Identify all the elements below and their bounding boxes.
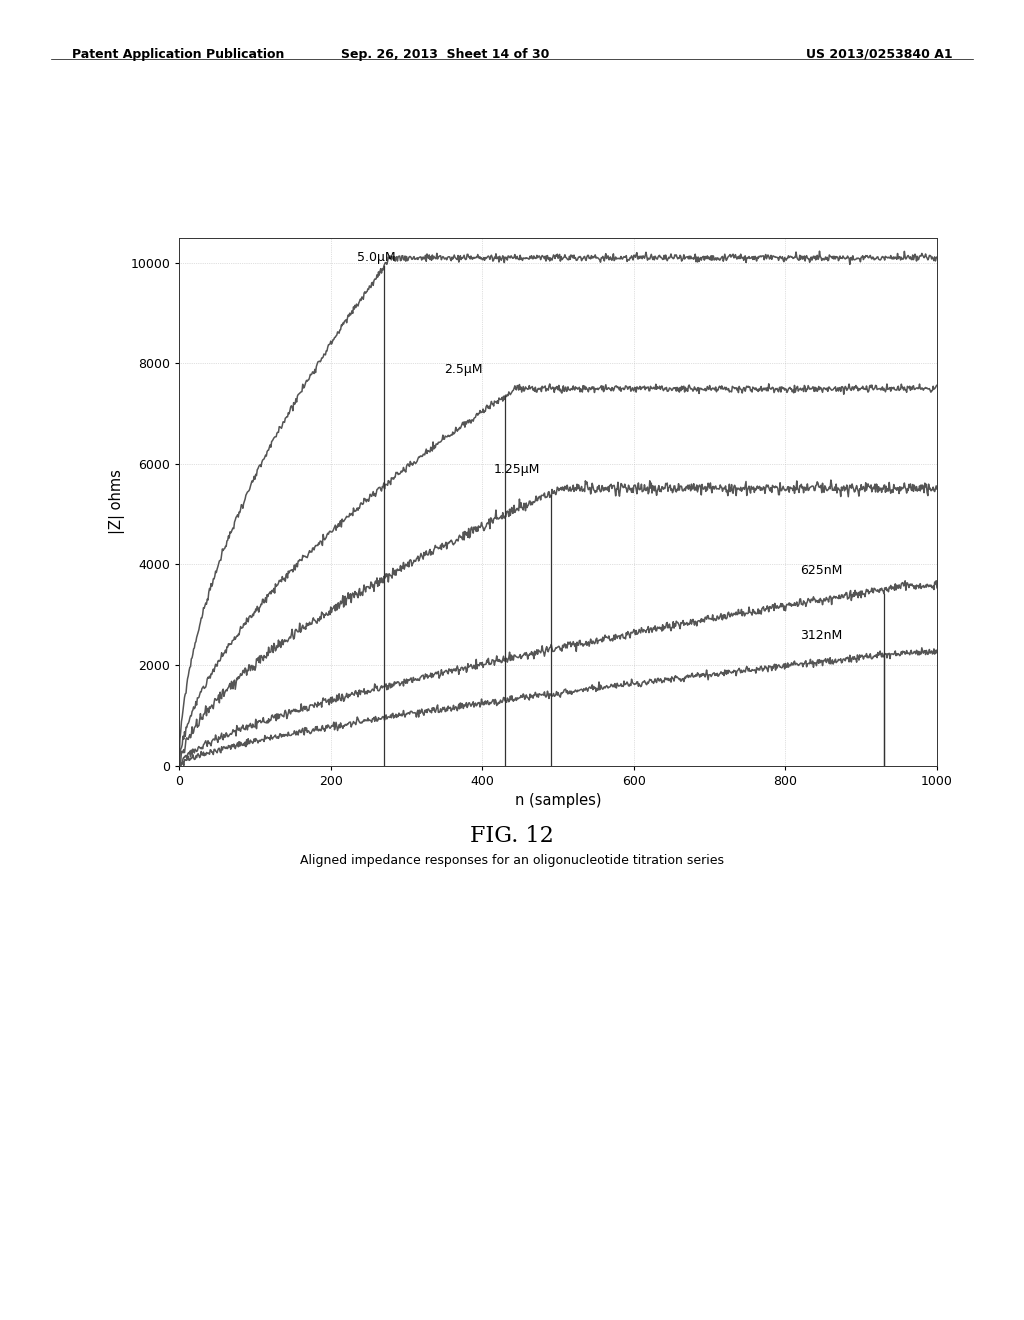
Y-axis label: |Z| ohms: |Z| ohms xyxy=(109,469,125,535)
Text: Sep. 26, 2013  Sheet 14 of 30: Sep. 26, 2013 Sheet 14 of 30 xyxy=(341,48,550,61)
Text: 312nM: 312nM xyxy=(801,630,843,643)
Text: US 2013/0253840 A1: US 2013/0253840 A1 xyxy=(806,48,952,61)
Text: FIG. 12: FIG. 12 xyxy=(470,825,554,847)
Text: 625nM: 625nM xyxy=(801,564,843,577)
Text: 5.0μM: 5.0μM xyxy=(357,251,396,264)
Text: Aligned impedance responses for an oligonucleotide titration series: Aligned impedance responses for an oligo… xyxy=(300,854,724,867)
Text: 2.5μM: 2.5μM xyxy=(444,363,483,376)
X-axis label: n (samples): n (samples) xyxy=(515,793,601,808)
Text: Patent Application Publication: Patent Application Publication xyxy=(72,48,284,61)
Text: 1.25μM: 1.25μM xyxy=(494,463,540,477)
